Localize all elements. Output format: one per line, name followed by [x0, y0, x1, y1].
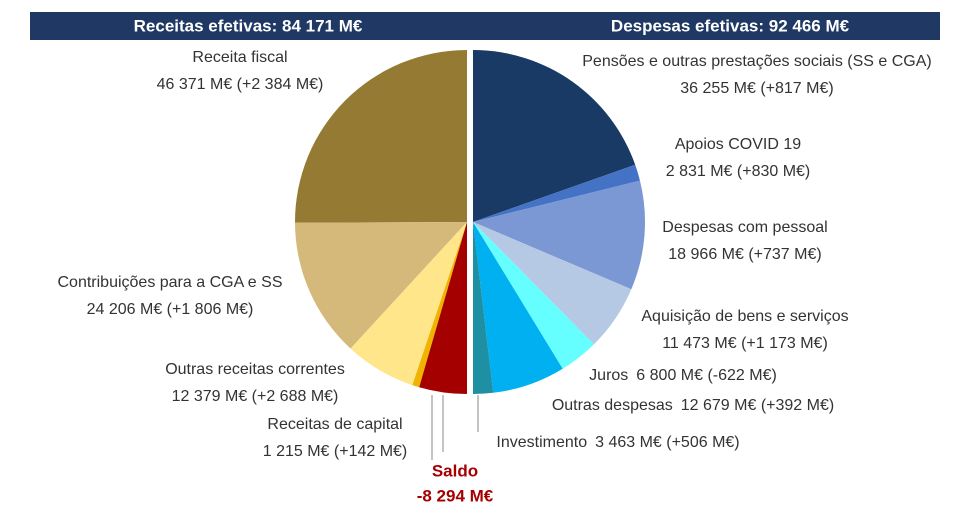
pie-slice — [294, 50, 467, 223]
pie-slice — [473, 164, 640, 222]
value-label: 18 966 M€ (+737 M€) — [668, 246, 821, 263]
value-label: 46 371 M€ (+2 384 M€) — [157, 76, 324, 93]
pie-slice — [419, 222, 467, 394]
value-label: 24 206 M€ (+1 806 M€) — [87, 301, 254, 318]
slice-label: Saldo — [432, 461, 478, 480]
pie-slice — [473, 50, 636, 222]
pie-slice — [350, 222, 467, 386]
expense-header: Despesas efetivas: 92 466 M€ — [611, 16, 850, 35]
value-label: 36 255 M€ (+817 M€) — [680, 80, 833, 97]
category-label: Outras despesas — [552, 397, 673, 414]
slice-label: Juros 6 800 M€ (-622 M€) — [589, 367, 777, 384]
slice-label: Investimento 3 463 M€ (+506 M€) — [496, 434, 739, 451]
value-label: 2 831 M€ (+830 M€) — [666, 163, 811, 180]
slice-label: Outras receitas correntes — [165, 361, 345, 378]
value-label: -8 294 M€ — [417, 486, 494, 505]
slice-label: Despesas com pessoal — [662, 219, 827, 236]
slice-label: Apoios COVID 19 — [675, 136, 801, 153]
pie-slice — [473, 222, 594, 369]
slice-label: Pensões e outras prestações sociais (SS … — [582, 53, 932, 70]
pie-slice — [473, 222, 632, 345]
revenue-header: Receitas efetivas: 84 171 M€ — [134, 16, 363, 35]
slice-label: Aquisição de bens e serviços — [641, 308, 848, 325]
value-label: 1 215 M€ (+142 M€) — [263, 443, 408, 460]
pie-slice — [295, 222, 467, 349]
value-label: 11 473 M€ (+1 173 M€) — [662, 335, 828, 352]
value-label: 12 679 M€ (+392 M€) — [681, 397, 834, 414]
category-label: Investimento — [496, 434, 587, 451]
slice-label: Contribuições para a CGA e SS — [57, 274, 282, 291]
slice-label: Receitas de capital — [267, 416, 402, 433]
slice-label: Receita fiscal — [192, 49, 287, 66]
value-label: 12 379 M€ (+2 688 M€) — [172, 388, 339, 405]
pie-slice — [473, 222, 494, 394]
pie-slice — [473, 222, 563, 393]
value-label: 6 800 M€ (-622 M€) — [636, 367, 777, 384]
header-band — [30, 12, 940, 40]
value-label: 3 463 M€ (+506 M€) — [595, 434, 740, 451]
pie-slice — [473, 180, 646, 290]
category-label: Juros — [589, 367, 628, 384]
slice-label: Outras despesas 12 679 M€ (+392 M€) — [552, 397, 834, 414]
pie-slice — [412, 222, 467, 388]
